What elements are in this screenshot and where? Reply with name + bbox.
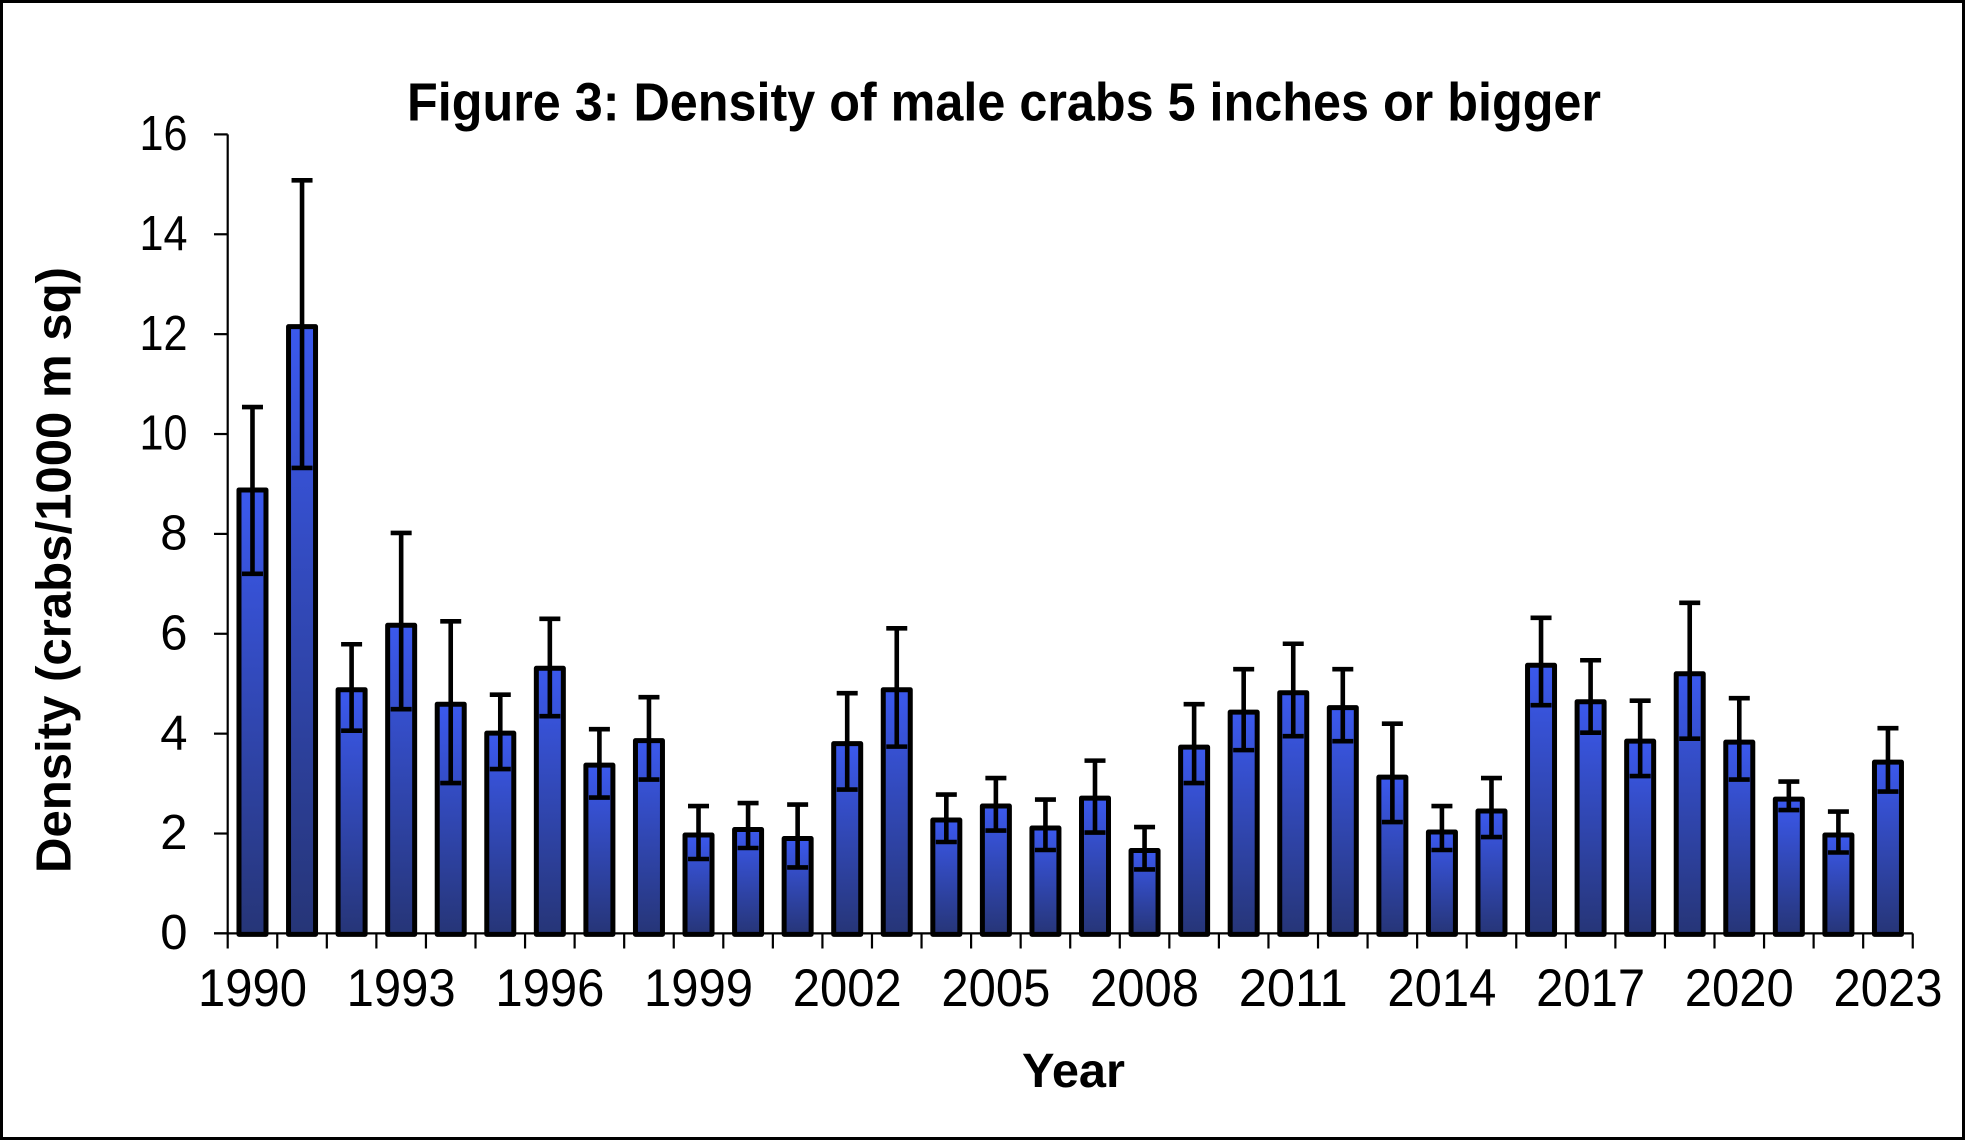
svg-text:2017: 2017 bbox=[1536, 959, 1645, 1018]
svg-text:1993: 1993 bbox=[347, 959, 456, 1018]
svg-text:8: 8 bbox=[160, 507, 187, 561]
svg-text:2005: 2005 bbox=[941, 959, 1050, 1018]
svg-text:Density (crabs/1000 m sq): Density (crabs/1000 m sq) bbox=[28, 267, 82, 873]
svg-text:Figure 3: Density of male crab: Figure 3: Density of male crabs 5 inches… bbox=[407, 72, 1601, 132]
svg-text:1996: 1996 bbox=[495, 959, 604, 1018]
svg-text:2011: 2011 bbox=[1239, 959, 1348, 1018]
svg-text:1999: 1999 bbox=[644, 959, 753, 1018]
svg-text:1990: 1990 bbox=[198, 959, 307, 1018]
svg-text:6: 6 bbox=[160, 606, 187, 660]
svg-text:10: 10 bbox=[140, 407, 188, 461]
svg-text:2002: 2002 bbox=[793, 959, 902, 1018]
svg-text:Year: Year bbox=[1022, 1045, 1125, 1098]
svg-text:16: 16 bbox=[140, 107, 188, 161]
svg-text:2008: 2008 bbox=[1090, 959, 1199, 1018]
svg-text:2020: 2020 bbox=[1685, 959, 1794, 1018]
svg-text:2014: 2014 bbox=[1387, 959, 1496, 1018]
svg-text:2023: 2023 bbox=[1833, 959, 1942, 1018]
svg-text:4: 4 bbox=[160, 706, 187, 760]
svg-text:2: 2 bbox=[160, 806, 187, 860]
svg-text:0: 0 bbox=[160, 906, 187, 960]
svg-text:14: 14 bbox=[140, 207, 188, 261]
svg-text:12: 12 bbox=[140, 307, 188, 361]
